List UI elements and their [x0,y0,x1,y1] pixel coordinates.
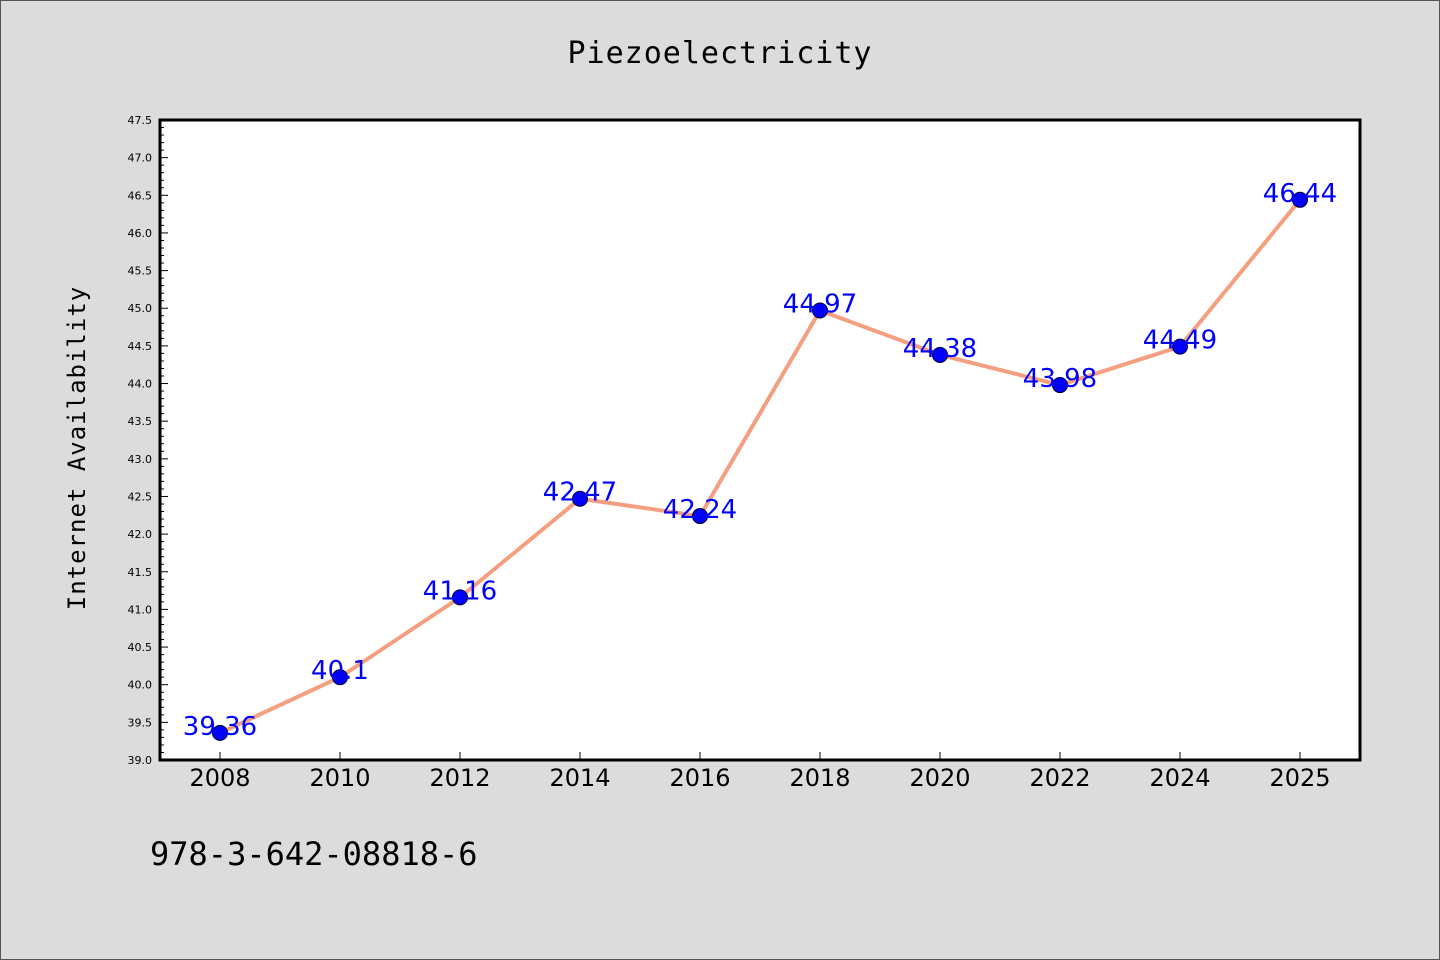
data-point [212,724,228,741]
data-label: 44.49 [1143,326,1217,356]
data-label: 39.36 [183,712,257,742]
y-tick-label: 45.0 [128,302,153,315]
data-point [812,302,828,319]
data-point [572,490,588,507]
data-label: 40.1 [311,656,369,686]
x-ticks: 2008 2010 2012 2014 2016 2018 2020 2022 2024 2025 [189,752,1331,792]
y-tick-label: 39.5 [128,716,153,729]
y-tick-label: 40.5 [128,641,153,654]
series [212,191,1308,741]
y-tick-label: 47.5 [128,114,153,127]
data-point [932,346,948,363]
data-point [1292,191,1308,208]
footnote-isbn: 978-3-642-08818-6 [150,835,478,873]
data-point [1172,338,1188,355]
x-tick-label: 2008 [189,764,250,792]
series-line [219,198,1302,735]
x-tick-label: 2018 [789,764,850,792]
y-tick-label: 44.0 [128,378,153,391]
y-ticks: 39.0 39.5 40.0 40.5 41.0 41.5 42.0 42.5 43.0 43.5… [128,114,168,767]
data-label: 43.98 [1023,364,1097,394]
x-tick-label: 2020 [909,764,970,792]
data-label: 44.97 [783,289,857,319]
data-point [1052,377,1068,394]
x-tick-label: 2024 [1149,764,1210,792]
x-tick-label: 2022 [1029,764,1090,792]
plot-area [158,118,1362,762]
y-tick-label: 45.5 [128,265,153,278]
y-tick-label: 41.0 [128,603,153,616]
y-tick-label: 46.5 [128,189,153,202]
data-label: 44.38 [903,334,977,364]
x-tick-label: 2014 [549,764,610,792]
data-point [452,589,468,606]
x-tick-label: 2025 [1269,764,1330,792]
y-axis-label: Internet Availability [63,286,91,610]
x-tick-label: 2016 [669,764,730,792]
data-labels: 39.36 40.1 41.16 42.47 42.24 44.97 44.38 43.98 4… [183,179,1337,742]
y-tick-label: 40.0 [128,679,153,692]
y-tick-label: 47.0 [128,152,153,165]
y-tick-label: 42.5 [128,490,153,503]
data-label: 42.24 [663,495,737,525]
y-tick-label: 39.0 [128,754,153,767]
data-point [692,508,708,525]
y-tick-label: 41.5 [128,566,153,579]
y-tick-label: 44.5 [128,340,153,353]
y-tick-label: 43.0 [128,453,153,466]
data-label: 42.47 [543,478,617,508]
x-tick-label: 2012 [429,764,490,792]
y-tick-label: 43.5 [128,415,153,428]
x-tick-label: 2010 [309,764,370,792]
chart-title: Piezoelectricity [568,36,873,71]
y-tick-label: 42.0 [128,528,153,541]
data-label: 46.44 [1263,179,1337,209]
y-tick-label: 46.0 [128,227,153,240]
data-label: 41.16 [423,576,497,606]
data-point [332,669,348,686]
